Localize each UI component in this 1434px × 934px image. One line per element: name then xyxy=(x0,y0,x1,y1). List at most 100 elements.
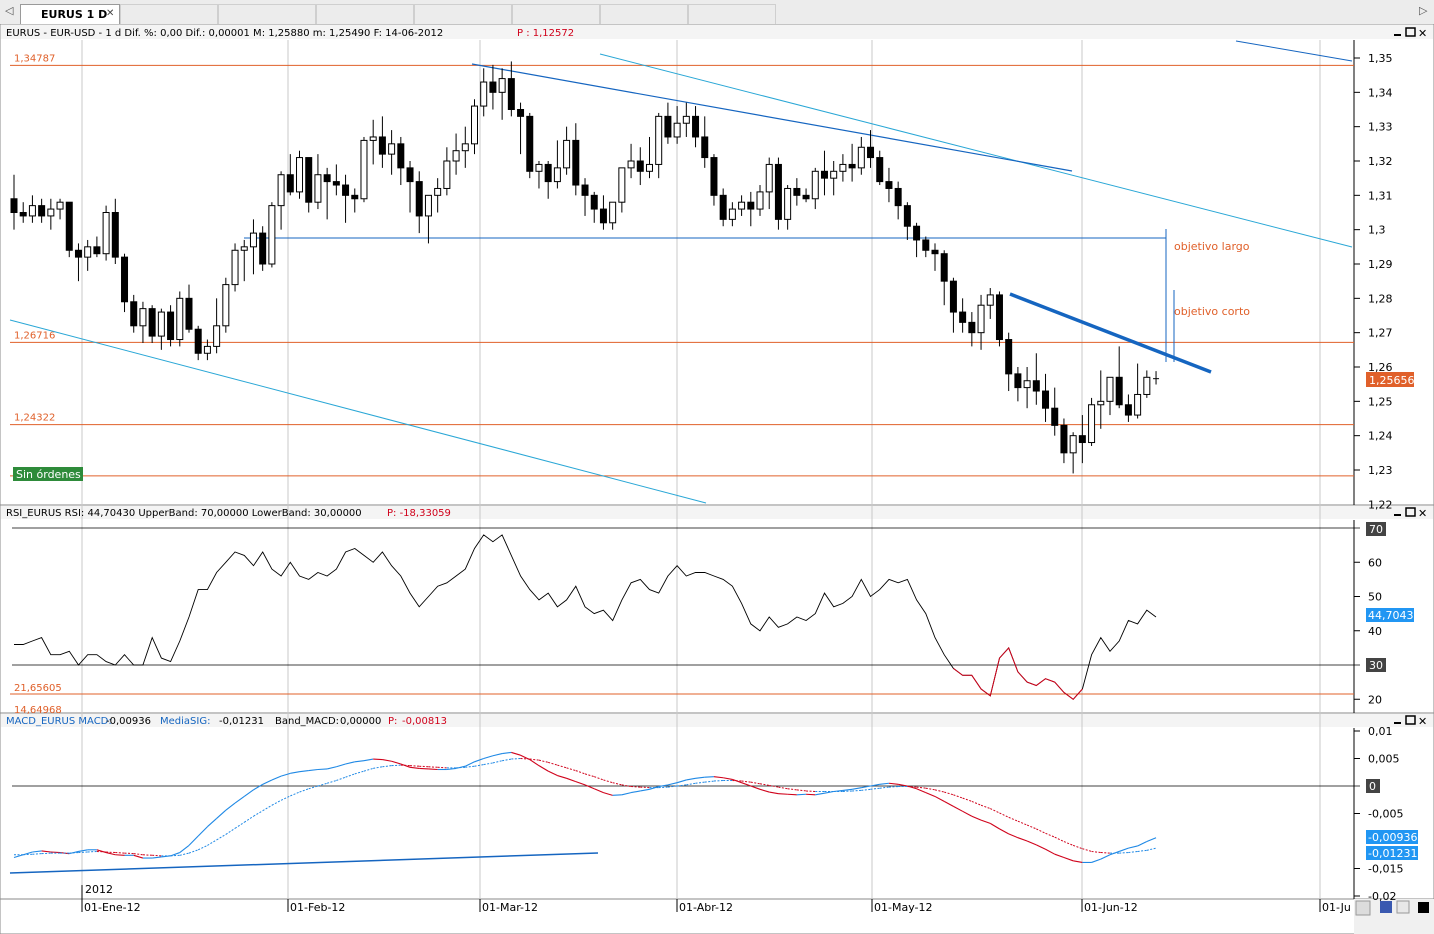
price-minimize-button[interactable] xyxy=(1392,27,1403,37)
nav-right-button[interactable]: ▷ xyxy=(1419,4,1428,17)
tab-empty-7[interactable] xyxy=(688,4,776,24)
last-price-label: 1,25656 xyxy=(1369,374,1415,387)
candle-body xyxy=(240,246,248,251)
macd-line-segment xyxy=(879,782,890,785)
downtrend-thick-line[interactable] xyxy=(1009,292,1212,374)
signal-line-segment xyxy=(317,782,328,787)
candle-body xyxy=(867,146,875,159)
signal-line-segment xyxy=(1137,849,1147,852)
tab-empty-1[interactable] xyxy=(120,4,218,24)
signal-line-segment xyxy=(944,791,954,796)
macd-line-segment xyxy=(271,775,282,781)
candle-body xyxy=(194,328,202,354)
rsi-tick-label: 20 xyxy=(1368,693,1382,706)
signal-line-segment xyxy=(907,786,917,788)
macd-line-segment xyxy=(658,784,669,788)
tab-empty-3[interactable] xyxy=(316,4,414,24)
channel-upper-line[interactable] xyxy=(599,53,1353,248)
macd-trendline[interactable] xyxy=(9,852,599,874)
tab-empty-2[interactable] xyxy=(218,4,316,24)
candle-body xyxy=(1115,376,1123,406)
macd-tick-label: 0,005 xyxy=(1368,753,1400,766)
candle-body xyxy=(10,198,18,213)
candle-body xyxy=(1143,376,1151,395)
signal-line-segment xyxy=(861,788,871,791)
no-orders-badge[interactable] xyxy=(13,467,83,481)
macd-line-segment xyxy=(1091,858,1101,863)
signal-line-segment xyxy=(170,854,180,857)
rsi-close-icon[interactable]: ✕ xyxy=(1418,507,1427,520)
macd-minimize-button[interactable] xyxy=(1392,715,1403,725)
signal-line-segment xyxy=(197,844,208,851)
macd-header-band-value: 0,00000 xyxy=(340,716,381,727)
price-tick-label: 1,24 xyxy=(1368,430,1393,443)
macd-line-segment xyxy=(465,761,475,767)
tab-close-icon[interactable]: ✕ xyxy=(106,8,115,19)
candle-body xyxy=(1078,435,1086,444)
candle-body xyxy=(167,311,175,341)
rsi-level-label: 21,65605 xyxy=(14,683,62,694)
signal-line-segment xyxy=(990,808,1000,814)
pin-button[interactable] xyxy=(1396,900,1410,914)
macd-line-segment xyxy=(1128,845,1138,849)
macd-line-segment xyxy=(502,751,512,755)
macd-line-segment xyxy=(345,761,355,765)
resistance-trendline[interactable] xyxy=(471,63,1073,172)
signal-line-segment xyxy=(852,789,862,792)
macd-line-segment xyxy=(630,790,641,794)
macd-close-icon[interactable]: ✕ xyxy=(1418,715,1427,728)
candle-body xyxy=(388,143,396,155)
price-tick-label: 1,33 xyxy=(1368,121,1393,134)
price-close-icon[interactable]: ✕ xyxy=(1418,27,1427,40)
signal-line-segment xyxy=(207,839,217,846)
candle-body xyxy=(599,208,607,224)
signal-line-segment xyxy=(695,781,705,784)
macd-header-band-label: Band_MACD: xyxy=(275,716,339,727)
macd-line-segment xyxy=(216,809,227,819)
candle-body xyxy=(1051,407,1059,426)
candle-body xyxy=(1023,380,1031,389)
macd-line-segment xyxy=(640,788,650,792)
signal-line-segment xyxy=(925,787,936,791)
save-button[interactable] xyxy=(1380,901,1392,913)
macd-line-segment xyxy=(925,792,936,797)
black-square-button[interactable] xyxy=(1418,902,1429,913)
signal-line-segment xyxy=(106,851,116,854)
macd-maximize-button[interactable] xyxy=(1405,715,1416,725)
signal-line-segment xyxy=(152,854,162,857)
tab-empty-4[interactable] xyxy=(414,4,512,24)
price-maximize-button[interactable] xyxy=(1405,27,1416,37)
signal-line-segment xyxy=(520,758,530,760)
rsi-maximize-button[interactable] xyxy=(1405,507,1416,517)
macd-line-segment xyxy=(78,849,88,852)
macd-value-badge-label: -0,00936 xyxy=(1368,831,1417,844)
signal-line-segment xyxy=(842,790,853,792)
signal-line-segment xyxy=(796,789,807,792)
macd-line-segment xyxy=(861,785,871,789)
tab-eurus[interactable]: EURUS 1 D ✕ xyxy=(20,4,120,24)
signal-line-segment xyxy=(1026,824,1037,830)
candles xyxy=(10,61,1160,474)
macd-line-segment xyxy=(363,758,374,762)
macd-line-segment xyxy=(741,782,751,787)
signal-line-segment xyxy=(87,850,97,853)
nav-left-button[interactable]: ◁ xyxy=(5,4,14,17)
no-orders-badge-label: Sin órdenes xyxy=(16,468,81,481)
tab-empty-5[interactable] xyxy=(512,4,600,24)
macd-line-segment xyxy=(446,767,457,771)
settings-button[interactable] xyxy=(1355,900,1371,916)
macd-line-segment xyxy=(262,779,273,785)
macd-line-segment xyxy=(713,776,724,779)
candle-body xyxy=(839,163,847,172)
channel-lower-line[interactable] xyxy=(9,319,707,504)
candle-body xyxy=(28,205,36,217)
channel-upper-line-short[interactable] xyxy=(1235,40,1353,62)
price-tick-label: 1,27 xyxy=(1368,327,1393,340)
short-target-label: objetivo corto xyxy=(1174,305,1250,318)
tab-empty-6[interactable] xyxy=(600,4,688,24)
signal-line-segment xyxy=(1119,852,1129,854)
macd-line-segment xyxy=(1063,856,1074,862)
macd-line-segment xyxy=(815,792,825,796)
rsi-minimize-button[interactable] xyxy=(1392,507,1403,517)
signal-line-segment xyxy=(345,773,355,778)
